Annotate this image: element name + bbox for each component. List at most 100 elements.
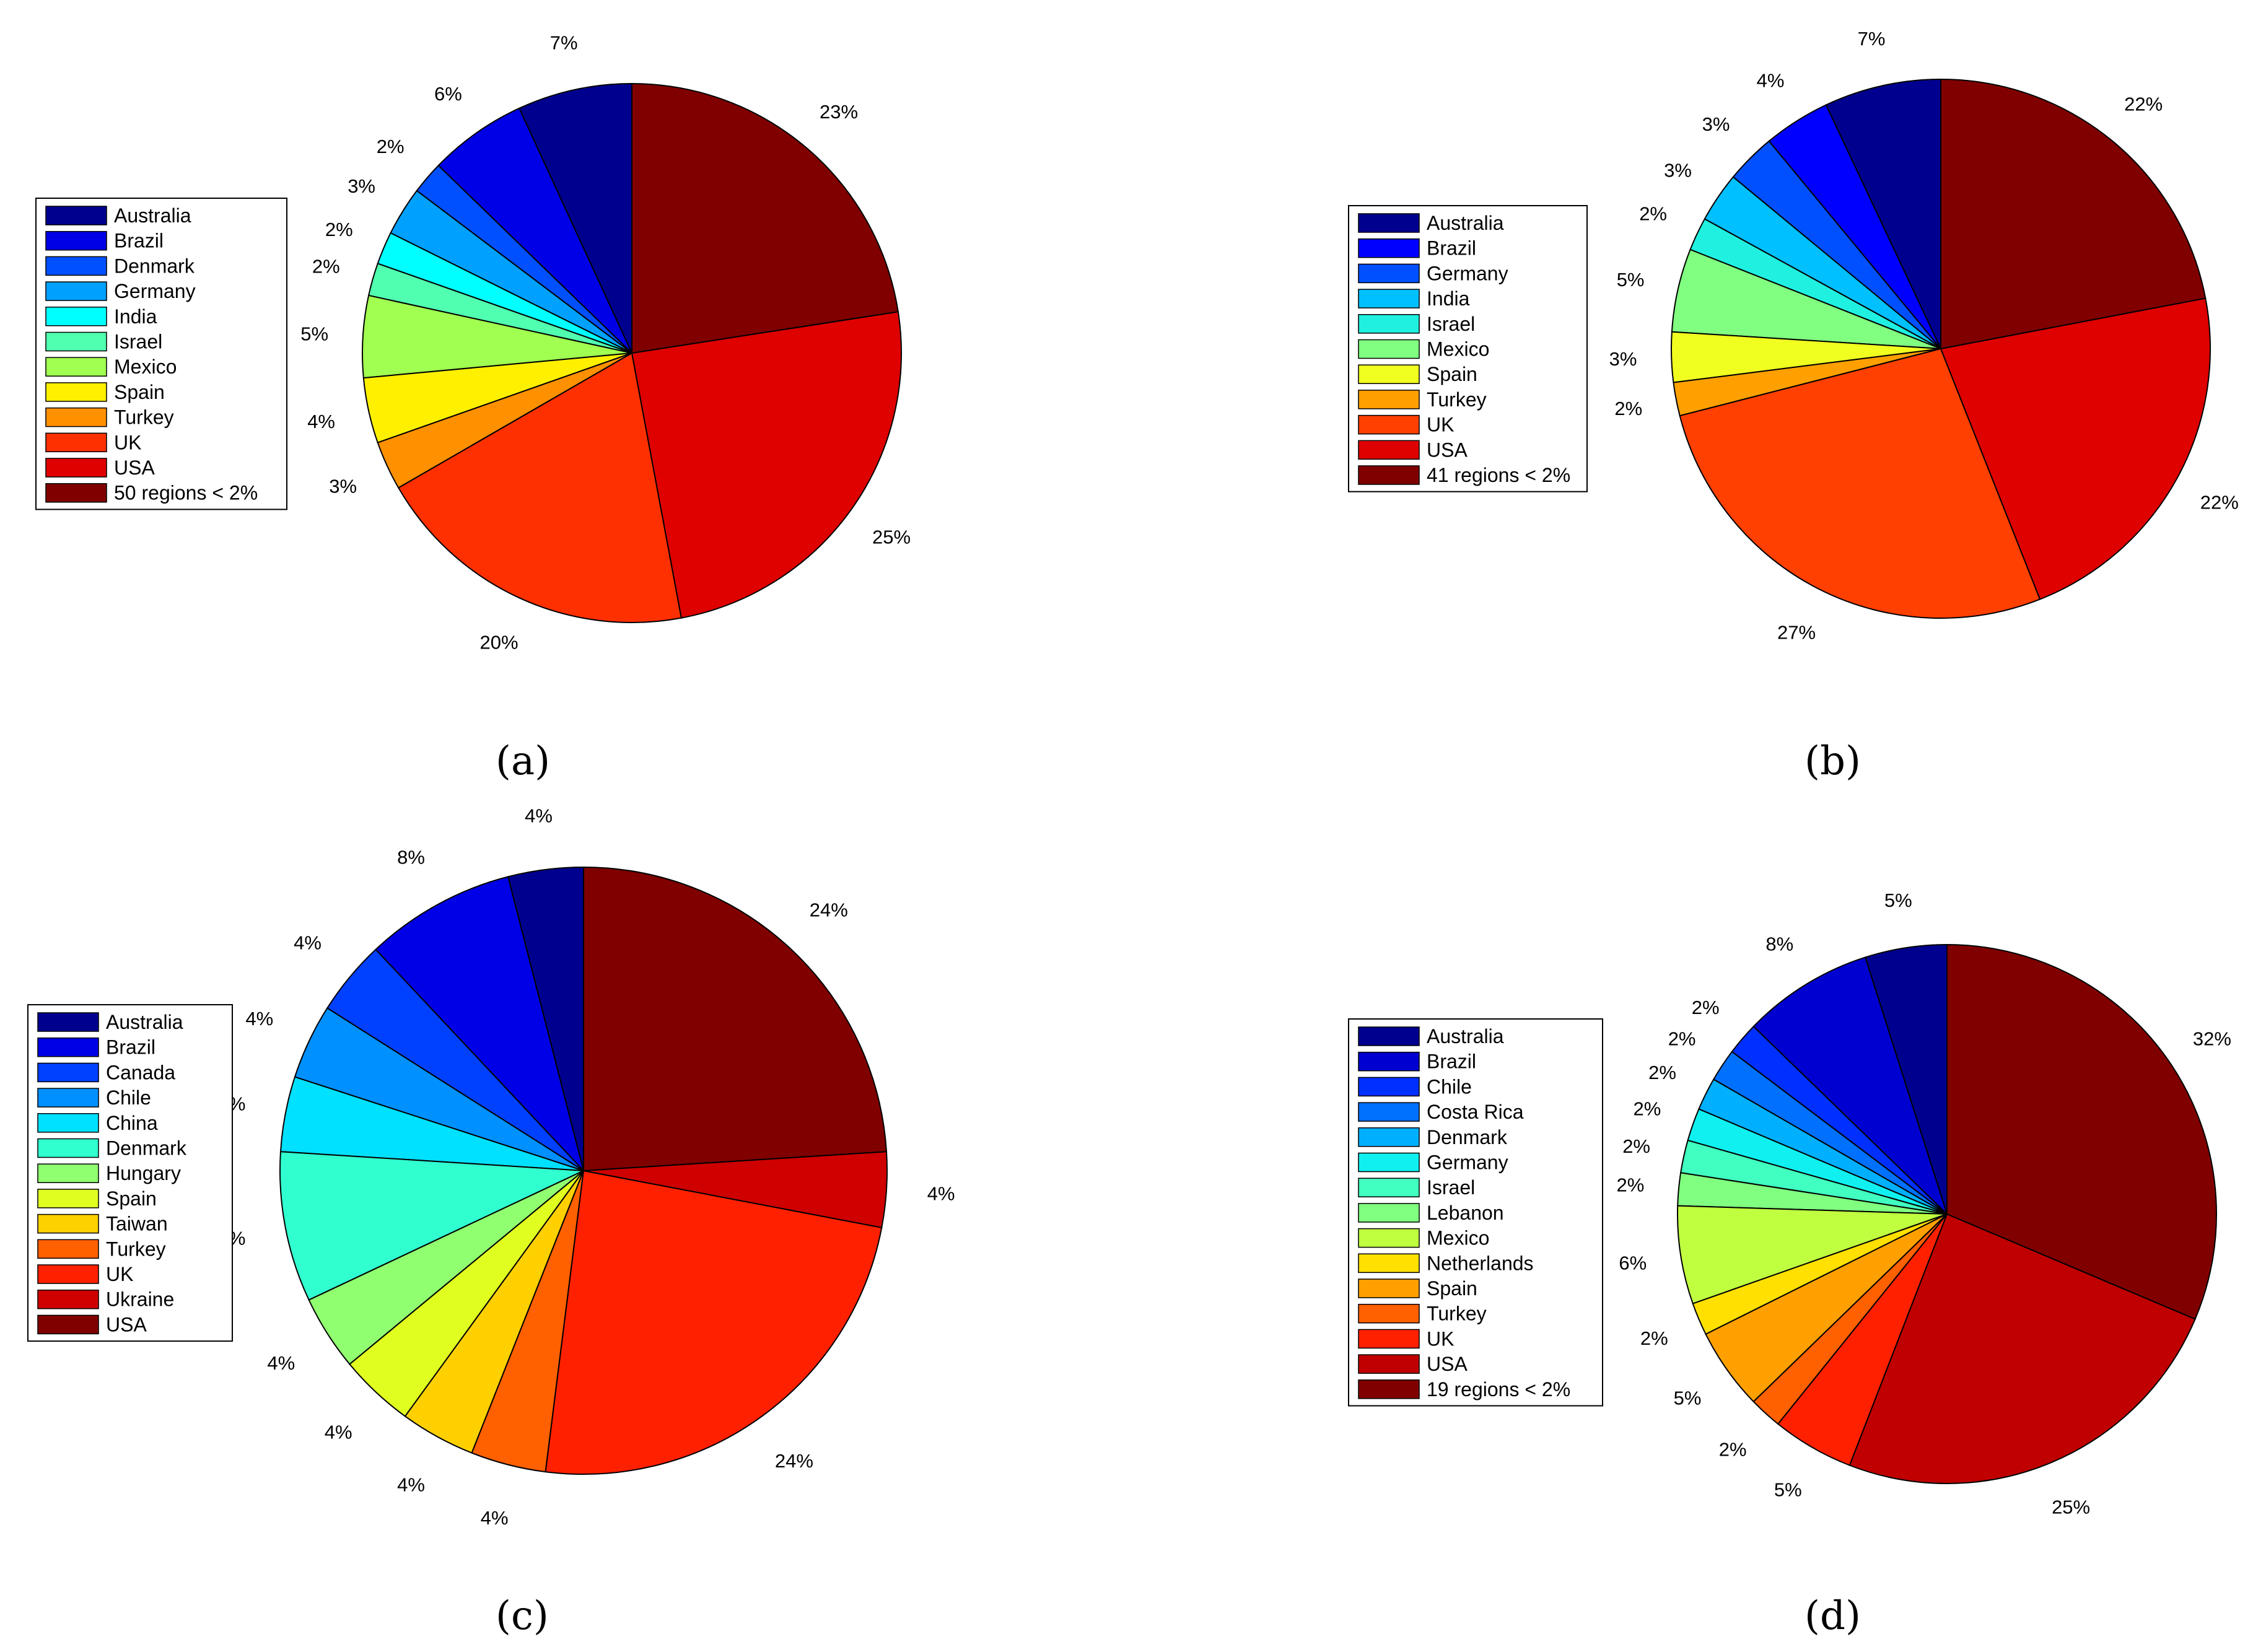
legend-swatch-netherlands [1358, 1253, 1420, 1274]
legend-label: Costa Rica [1427, 1101, 1524, 1123]
legend-swatch-australia [1358, 1026, 1420, 1046]
pie-slice-usa [583, 866, 888, 1172]
legend-label: Turkey [114, 406, 174, 429]
pie-slice-19-regions-2 [1946, 943, 2217, 1320]
legend-swatch-israel [45, 331, 107, 352]
legend-label: Brazil [1427, 237, 1476, 260]
slice-percent-label: 4% [245, 1008, 273, 1029]
pie-slice-australia [1825, 78, 1941, 349]
legend-label: Taiwan [106, 1213, 168, 1235]
legend-swatch-uk [1358, 414, 1420, 435]
panel-c: 4%8%4%4%4%8%4%4%4%4%24%4%24%AustraliaBra… [27, 805, 955, 1639]
pie-slice-41-regions-2 [1940, 78, 2207, 350]
pie-slice-brazil [437, 107, 632, 354]
subfigure-label: (c) [496, 1593, 549, 1639]
legend-label: Australia [1427, 212, 1504, 234]
legend-label: Denmark [106, 1137, 187, 1160]
legend-swatch-ukraine [37, 1289, 99, 1309]
slice-percent-label: 23% [820, 101, 858, 123]
pie-slice-australia [518, 82, 632, 354]
legend-swatch-australia [1358, 213, 1420, 233]
legend-swatch-germany [1358, 1152, 1420, 1173]
legend-swatch-turkey [45, 407, 107, 427]
legend-swatch-brazil [37, 1037, 99, 1057]
subfigure-label: (b) [1805, 738, 1861, 784]
legend-label: USA [1427, 1353, 1468, 1375]
legend-label: USA [114, 457, 155, 479]
slice-percent-label: 2% [325, 219, 353, 240]
legend-label: Spain [1427, 363, 1477, 385]
legend-label: Lebanon [1427, 1202, 1504, 1224]
legend-label: Canada [106, 1061, 175, 1083]
legend-label: India [114, 305, 157, 328]
legend-label: USA [106, 1313, 147, 1335]
slice-percent-label: 4% [397, 1474, 425, 1496]
slice-percent-label: 5% [300, 323, 328, 344]
legend-swatch-uk [37, 1264, 99, 1284]
legend-swatch-turkey [1358, 390, 1420, 409]
legend-label: Mexico [1427, 1227, 1489, 1249]
pie-slice-brazil [1752, 956, 1948, 1215]
legend-swatch-germany [1358, 263, 1420, 284]
panel-b: 7% 4% 3% 3% 2% 5% 3% 2% 27% 22% 22% Australia Brazil… [1348, 28, 2239, 784]
legend-label: Chile [106, 1086, 151, 1109]
legend-swatch-50-regions-2 [45, 483, 107, 503]
legend-swatch-mexico [1358, 1228, 1420, 1248]
slice-percent-label: 8% [397, 846, 425, 868]
slice-percent-label: 3% [1664, 160, 1692, 181]
slice-percent-label: 3% [1702, 113, 1730, 135]
slice-percent-label: 27% [1777, 621, 1816, 643]
pie-slice-mexico [1677, 1205, 1948, 1305]
legend-label: Mexico [114, 356, 177, 378]
slice-percent-label: 22% [2200, 491, 2239, 513]
slice-percent-label: 24% [810, 899, 848, 921]
slice-percent-label: 5% [1674, 1388, 1702, 1409]
legend-label: Spain [106, 1187, 157, 1210]
slice-percent-label: 20% [479, 631, 518, 653]
legend-label: Australia [1427, 1025, 1504, 1047]
slice-percent-label: 4% [267, 1352, 295, 1374]
slice-percent-label: 2% [1616, 1174, 1644, 1196]
legend-label: 41 regions < 2% [1427, 464, 1570, 486]
slice-percent-label: 2% [1648, 1062, 1676, 1083]
legend-swatch-canada [37, 1062, 99, 1083]
legend-swatch-usa [45, 458, 107, 478]
pie-slice-usa [631, 311, 902, 619]
slice-percent-label: 6% [1619, 1252, 1647, 1274]
legend-swatch-chile [1358, 1077, 1420, 1097]
legend-label: Chile [1427, 1075, 1472, 1098]
legend-label: Australia [114, 204, 191, 227]
legend-label: Turkey [1427, 388, 1487, 411]
legend-swatch-spain [37, 1189, 99, 1208]
legend-swatch-australia [45, 206, 107, 225]
slice-percent-label: 5% [1774, 1479, 1802, 1501]
legend-label: Turkey [1427, 1303, 1487, 1325]
legend-label: Israel [1427, 1176, 1475, 1199]
legend-swatch-mexico [1358, 339, 1420, 359]
pie-slice-usa [1940, 297, 2211, 600]
slice-percent-label: 4% [294, 932, 322, 953]
legend-swatch-germany [45, 281, 107, 301]
slice-percent-label: 24% [775, 1450, 813, 1472]
slice-percent-label: 22% [2124, 94, 2163, 115]
slice-percent-label: 3% [329, 476, 357, 497]
legend-swatch-uk [45, 432, 107, 453]
legend-label: 19 regions < 2% [1427, 1378, 1570, 1401]
slice-percent-label: 4% [1757, 70, 1785, 92]
legend-label: Spain [1427, 1277, 1477, 1300]
legend-swatch-brazil [45, 230, 107, 251]
pie-slice-brazil [375, 876, 584, 1171]
legend-swatch-costa-rica [1358, 1102, 1420, 1122]
slice-percent-label: 4% [307, 411, 335, 432]
slice-percent-label: 2% [1719, 1438, 1747, 1460]
legend-label: UK [1427, 1327, 1454, 1350]
slice-percent-label: 7% [550, 32, 578, 54]
legend-swatch-denmark [45, 256, 107, 276]
legend-label: Brazil [114, 230, 164, 252]
slice-percent-label: 5% [1884, 889, 1912, 911]
legend-label: Denmark [114, 255, 195, 277]
legend-swatch-israel [1358, 1178, 1420, 1197]
slice-percent-label: 3% [348, 175, 375, 197]
legend-swatch-hungary [37, 1163, 99, 1183]
